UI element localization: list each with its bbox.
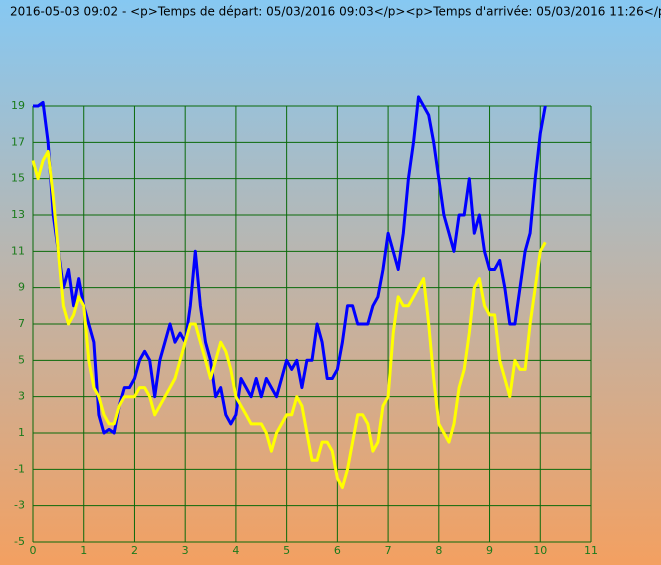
x-tick-label: 9 (486, 544, 493, 557)
data-line (31, 149, 547, 489)
x-tick-label: 5 (283, 544, 290, 557)
y-tick-label: 17 (11, 135, 25, 148)
y-tick-label: 7 (18, 317, 25, 330)
y-tick-label: -1 (14, 462, 25, 475)
y-tick-label: 13 (11, 208, 25, 221)
y-tick-label: 11 (11, 244, 25, 257)
y-tick-label: 1 (18, 426, 25, 439)
y-tick-label: 3 (18, 390, 25, 403)
y-tick-label: -5 (14, 535, 25, 548)
x-tick-label: 11 (584, 544, 598, 557)
chart-title: 2016-05-03 09:02 - <p>Temps de départ: 0… (10, 5, 661, 19)
x-tick-label: 4 (232, 544, 239, 557)
y-tick-label: 15 (11, 172, 25, 185)
y-tick-label: 5 (18, 353, 25, 366)
x-tick-label: 0 (30, 544, 37, 557)
x-tick-label: 7 (385, 544, 392, 557)
x-tick-label: 10 (533, 544, 547, 557)
data-line (33, 95, 547, 435)
y-tick-label: 9 (18, 281, 25, 294)
x-tick-label: 8 (435, 544, 442, 557)
x-tick-label: 1 (80, 544, 87, 557)
y-tick-label: 19 (11, 99, 25, 112)
x-tick-label: 2 (131, 544, 138, 557)
x-tick-label: 6 (334, 544, 341, 557)
y-tick-label: -3 (14, 499, 25, 512)
x-tick-label: 3 (182, 544, 189, 557)
